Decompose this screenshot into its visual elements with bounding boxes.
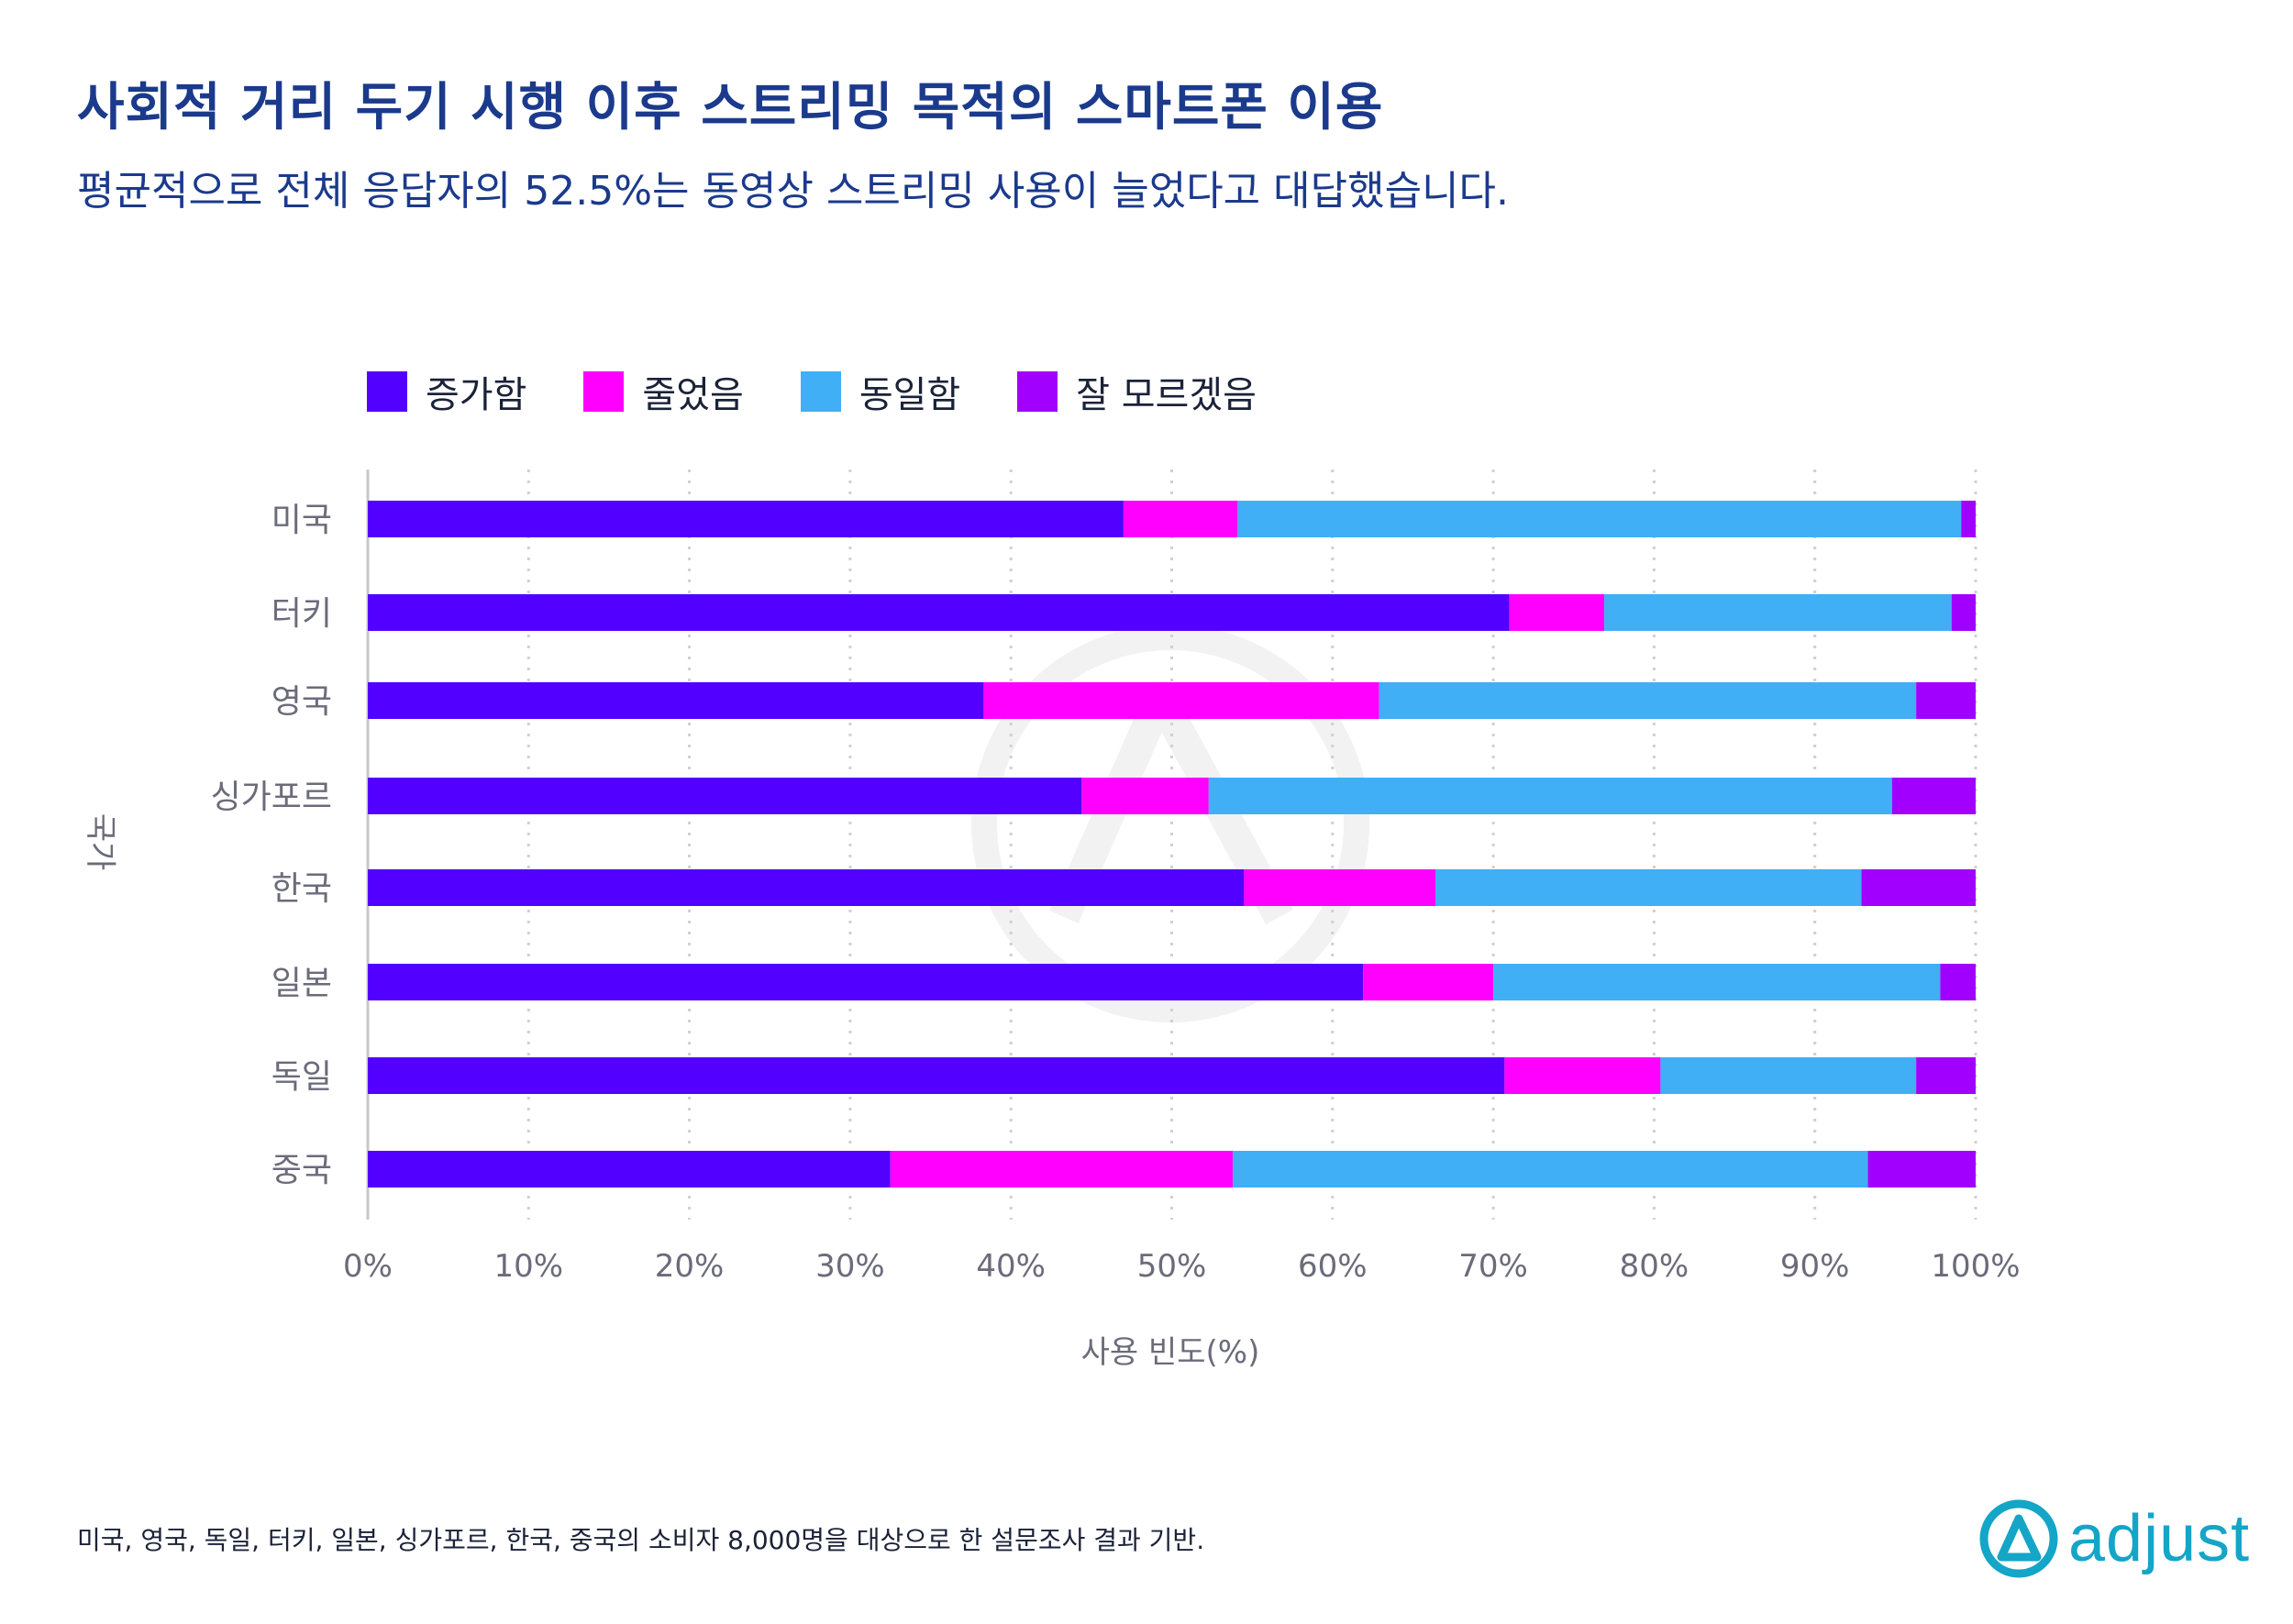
bar-segment <box>368 682 984 719</box>
legend-swatch-decreased <box>583 371 625 412</box>
x-tick-label: 90% <box>1780 1248 1850 1285</box>
footnote: 미국, 영국, 독일, 터키, 일본, 싱가포르, 한국, 중국의 소비자 8,… <box>77 1525 1205 1555</box>
legend-label-decreased: 줄었음 <box>642 374 744 416</box>
y-axis-title: 국가 <box>82 813 118 871</box>
bar-segment <box>1867 1151 1976 1188</box>
bar-segment <box>1961 501 1976 537</box>
bar-segment <box>890 1151 1234 1188</box>
chart-legend: 증가함 줄었음 동일함 잘 모르겠음 <box>367 369 1313 416</box>
y-category-label: 미국 <box>271 502 332 539</box>
bar-segment <box>368 501 1124 537</box>
x-tick-label: 70% <box>1458 1248 1528 1285</box>
bar-segment <box>1916 1057 1976 1094</box>
y-category-label: 한국 <box>271 870 332 908</box>
y-category-label: 일본 <box>271 965 332 1002</box>
bar-segment <box>368 594 1510 631</box>
legend-item-unsure: 잘 모르겠음 <box>1017 365 1257 418</box>
chart-subtitle: 평균적으로 전체 응답자의 52.5%는 동영상 스트리밍 사용이 늘었다고 대… <box>77 168 1510 215</box>
bar-segment <box>1208 778 1892 814</box>
y-category-label: 영국 <box>271 683 332 721</box>
bar-segment <box>983 682 1379 719</box>
bar-segment <box>368 869 1245 906</box>
y-category-label: 터키 <box>271 595 332 633</box>
legend-item-same: 동일함 <box>800 365 961 418</box>
y-category-label: 싱가포르 <box>211 779 332 816</box>
legend-swatch-same <box>800 371 841 412</box>
x-tick-label: 80% <box>1620 1248 1689 1285</box>
adjust-logo-text: adjust <box>2068 1502 2251 1575</box>
x-tick-label: 30% <box>815 1248 885 1285</box>
bar-segment <box>1940 964 1976 1000</box>
x-tick-label: 40% <box>976 1248 1046 1285</box>
bar-segment <box>1363 964 1494 1000</box>
legend-swatch-unsure <box>1017 371 1058 412</box>
legend-label-unsure: 잘 모르겠음 <box>1076 374 1257 416</box>
adjust-logo: adjust <box>1977 1493 2250 1585</box>
y-category-label: 중국 <box>271 1152 332 1189</box>
bar-segment <box>1861 869 1976 906</box>
bar-segment <box>1916 682 1976 719</box>
bar-segment <box>1435 869 1862 906</box>
bar-segment <box>368 778 1082 814</box>
x-axis-title: 사용 빈도(%) <box>1081 1334 1260 1371</box>
bar-segment <box>1493 964 1941 1000</box>
x-tick-label: 10% <box>494 1248 564 1285</box>
bar-segment <box>1237 501 1962 537</box>
adjust-logo-icon <box>1979 1499 2058 1578</box>
bar-segment <box>1951 594 1976 631</box>
y-category-label: 독일 <box>271 1058 332 1096</box>
bar-segment <box>1244 869 1435 906</box>
bar-segment <box>368 1151 891 1188</box>
x-tick-label: 50% <box>1137 1248 1207 1285</box>
x-tick-label: 100% <box>1931 1248 2020 1285</box>
legend-item-increased: 증가함 <box>367 365 526 418</box>
legend-swatch-increased <box>367 371 407 412</box>
bar-segment <box>1509 594 1605 631</box>
legend-item-decreased: 줄었음 <box>583 365 744 418</box>
bar-segment <box>1233 1151 1868 1188</box>
legend-label-same: 동일함 <box>858 374 961 416</box>
x-tick-label: 60% <box>1298 1248 1368 1285</box>
bar-segment <box>1604 594 1952 631</box>
bar-segment <box>1081 778 1209 814</box>
bar-segment <box>1379 682 1917 719</box>
legend-label-increased: 증가함 <box>426 374 527 416</box>
chart-title: 사회적 거리 두기 시행 이후 스트리밍 목적의 스마트폰 이용 <box>77 78 1384 138</box>
bar-segment <box>1504 1057 1661 1094</box>
bar-segment <box>1660 1057 1917 1094</box>
bar-segment <box>1123 501 1238 537</box>
x-tick-label: 0% <box>343 1248 393 1285</box>
x-tick-label: 20% <box>655 1248 725 1285</box>
bar-segment <box>368 964 1364 1000</box>
bar-segment <box>1891 778 1976 814</box>
bar-segment <box>368 1057 1505 1094</box>
